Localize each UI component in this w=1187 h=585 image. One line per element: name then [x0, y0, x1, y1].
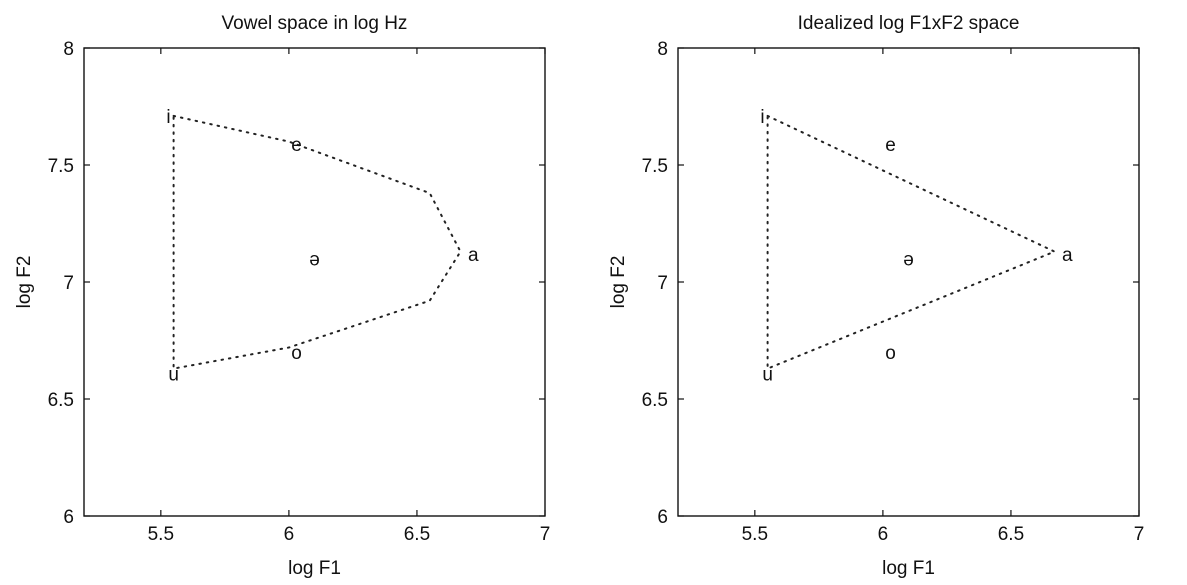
x-axis-label: log F1 — [882, 558, 935, 579]
vowel-label: e — [885, 135, 896, 156]
y-axis-label: log F2 — [14, 256, 35, 309]
x-tick-label: 7 — [540, 524, 551, 545]
chart-right-svg: Idealized log F1xF2 space 5.5 6 6.5 7 6 6.5 7 7.… — [608, 13, 1145, 579]
vowel-boundary-line — [172, 114, 462, 370]
chart-idealized-space: Idealized log F1xF2 space 5.5 6 6.5 7 6 6.5 7 7.… — [594, 0, 1187, 585]
chart-left-svg: Vowel space in log Hz 5.5 6 6.5 7 6 6.5 7 7.5 8 lo… — [14, 13, 551, 579]
y-tick-label: 6.5 — [48, 390, 74, 411]
chart-title: Vowel space in log Hz — [222, 13, 408, 34]
y-axis-label: log F2 — [608, 256, 629, 309]
y-tick-label: 8 — [657, 39, 668, 60]
plot-frame — [83, 47, 546, 517]
vowel-label: u — [168, 364, 179, 385]
vowel-boundary-line — [766, 114, 1057, 371]
vowel-label: i — [166, 107, 170, 128]
y-tick-label: 8 — [63, 39, 74, 60]
x-axis-label: log F1 — [288, 558, 341, 579]
y-tick-label: 6 — [657, 507, 668, 528]
y-tick-label: 7.5 — [642, 156, 668, 177]
x-tick-label: 6.5 — [998, 524, 1024, 545]
vowel-label: o — [885, 343, 896, 364]
x-tick-label: 6.5 — [404, 524, 430, 545]
vowel-label: a — [1062, 245, 1073, 266]
vowel-label: u — [762, 364, 773, 385]
vowel-label: e — [291, 135, 302, 156]
y-tick-label: 7.5 — [48, 156, 74, 177]
vowel-label: a — [468, 245, 479, 266]
x-tick-label: 5.5 — [742, 524, 768, 545]
vowel-label: ə — [903, 250, 914, 271]
vowel-label: ə — [309, 250, 320, 271]
x-tick-label: 6 — [878, 524, 889, 545]
vowel-label: i — [760, 107, 764, 128]
y-tick-label: 6 — [63, 507, 74, 528]
chart-title: Idealized log F1xF2 space — [798, 13, 1020, 34]
x-tick-label: 6 — [284, 524, 295, 545]
y-tick-label: 6.5 — [642, 390, 668, 411]
x-tick-label: 7 — [1134, 524, 1145, 545]
plot-frame — [677, 47, 1140, 517]
x-tick-label: 5.5 — [148, 524, 174, 545]
vowel-label: o — [291, 343, 302, 364]
y-tick-label: 7 — [63, 273, 74, 294]
chart-vowel-space-log-hz: Vowel space in log Hz 5.5 6 6.5 7 6 6.5 7 7.5 8 lo… — [14, 13, 551, 579]
y-tick-label: 7 — [657, 273, 668, 294]
